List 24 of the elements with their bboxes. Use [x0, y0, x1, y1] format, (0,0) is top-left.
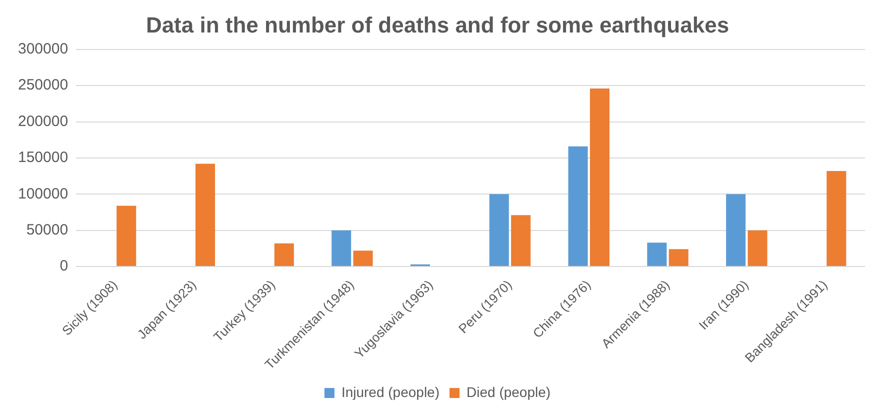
bar: [353, 250, 373, 266]
y-tick-label: 300000: [18, 40, 68, 58]
legend-label: Died (people): [466, 384, 551, 400]
y-tick-label: 0: [60, 258, 68, 275]
chart-title: Data in the number of deaths and for some earthquakes: [146, 12, 730, 38]
bar: [826, 170, 846, 266]
bar: [748, 230, 768, 266]
y-tick-label: 150000: [18, 149, 68, 166]
bar: [647, 242, 667, 266]
bar: [726, 194, 746, 266]
y-tick-label: 50000: [26, 221, 68, 238]
bar: [489, 194, 509, 266]
bar: [332, 230, 352, 266]
bar: [590, 88, 610, 266]
y-tick-label: 200000: [18, 112, 68, 130]
legend-label: Injured (people): [341, 384, 440, 400]
bar: [668, 249, 688, 266]
bar: [568, 146, 588, 266]
y-tick-label: 250000: [18, 76, 68, 94]
bar: [511, 215, 531, 266]
bar: [195, 164, 216, 266]
y-tick-label: 100000: [18, 185, 68, 202]
bar: [116, 206, 136, 266]
bar: [274, 243, 294, 266]
